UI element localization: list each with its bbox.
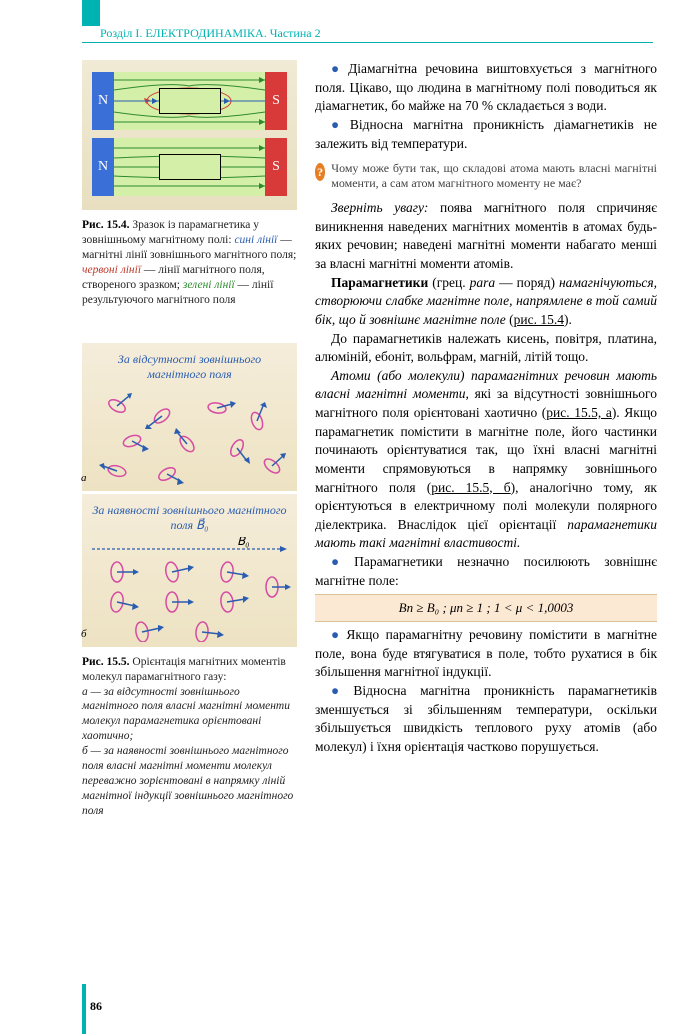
fig-15-5-caption: Рис. 15.5. Орієнтація магнітних моментів… bbox=[82, 655, 297, 819]
field-area-bottom bbox=[114, 138, 265, 196]
question-icon: ? bbox=[315, 163, 325, 181]
bullet-icon: ● bbox=[331, 61, 344, 76]
dipole-area-a: а bbox=[87, 386, 292, 486]
figure-15-4: N bbox=[82, 60, 297, 210]
page-number: 86 bbox=[90, 999, 102, 1014]
bullet-icon: ● bbox=[331, 683, 349, 698]
para-9: ●Відносна магнітна проникність парамагне… bbox=[315, 682, 657, 757]
page-accent bbox=[82, 984, 86, 1034]
para-1: ●Діамагнітна речовина виштовхується з ма… bbox=[315, 60, 657, 116]
formula: Bп ≥ B₀ ; μп ≥ 1 ; 1 < μ < 1,0003 bbox=[315, 594, 657, 622]
para-4: Парамагнетики (грец. para — поряд) намаг… bbox=[315, 274, 657, 330]
dipole-panel-a: За відсутності зовнішнього магнітного по… bbox=[82, 343, 297, 491]
dipole-panel-b: За наявності зовнішнього магнітного поля… bbox=[82, 494, 297, 647]
main-text-column: ●Діамагнітна речовина виштовхується з ма… bbox=[315, 60, 657, 757]
section-header: Розділ I. ЕЛЕКТРОДИНАМІКА. Частина 2 bbox=[100, 26, 321, 41]
fig-15-4-caption: Рис. 15.4. Зразок із парамагнетика у зов… bbox=[82, 218, 297, 308]
fig-num-2: Рис. 15.5. bbox=[82, 656, 130, 668]
para-8: ●Якщо парамагнітну речовину помістити в … bbox=[315, 626, 657, 682]
bullet-icon: ● bbox=[331, 627, 342, 642]
para-2: ●Відносна магнітна проникність діамагнет… bbox=[315, 116, 657, 153]
fig-num: Рис. 15.4. bbox=[82, 219, 130, 231]
bullet-icon: ● bbox=[331, 554, 350, 569]
para-3: Зверніть увагу: поява магнітного поля сп… bbox=[315, 199, 657, 274]
south-pole: S bbox=[265, 72, 287, 130]
bullet-icon: ● bbox=[331, 117, 346, 132]
para-7: ●Парамагнетики незначно посилюють зовніш… bbox=[315, 553, 657, 590]
sample-rect-top bbox=[159, 88, 221, 114]
header-rule bbox=[82, 42, 653, 43]
south-pole-2: S bbox=[265, 138, 287, 196]
north-pole-2: N bbox=[92, 138, 114, 196]
north-pole: N bbox=[92, 72, 114, 130]
section-tab bbox=[82, 0, 100, 26]
dipole-area-b: B⃗₀ б bbox=[87, 537, 292, 642]
svg-text:B⃗₀: B⃗₀ bbox=[237, 537, 249, 548]
para-6: Атоми (або молекули) парамагнітних речов… bbox=[315, 367, 657, 553]
magnet-diagram: N bbox=[82, 70, 297, 200]
sample-rect-bottom bbox=[159, 154, 221, 180]
question-callout: ? Чому може бути так, що складові атома … bbox=[315, 161, 657, 191]
figure-15-5: За відсутності зовнішнього магнітного по… bbox=[82, 343, 297, 819]
field-area-top bbox=[114, 72, 265, 130]
left-column: N bbox=[82, 60, 297, 819]
para-5: До парамагнетиків належать кисень, повіт… bbox=[315, 330, 657, 367]
